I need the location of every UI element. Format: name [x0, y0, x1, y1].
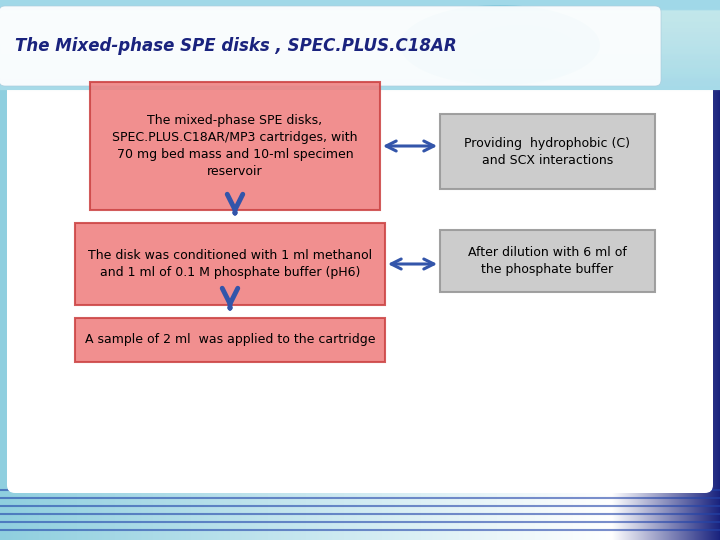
FancyBboxPatch shape	[7, 17, 713, 493]
Text: The mixed-phase SPE disks,
SPEC.PLUS.C18AR/MP3 cartridges, with
70 mg bed mass a: The mixed-phase SPE disks, SPEC.PLUS.C18…	[112, 114, 358, 178]
Text: After dilution with 6 ml of
the phosphate buffer: After dilution with 6 ml of the phosphat…	[468, 246, 627, 276]
Ellipse shape	[460, 25, 580, 85]
Text: A sample of 2 ml  was applied to the cartridge: A sample of 2 ml was applied to the cart…	[85, 334, 375, 347]
FancyBboxPatch shape	[0, 6, 661, 86]
Ellipse shape	[400, 5, 600, 85]
FancyBboxPatch shape	[440, 230, 655, 292]
FancyBboxPatch shape	[90, 82, 380, 210]
FancyBboxPatch shape	[75, 318, 385, 362]
FancyBboxPatch shape	[75, 223, 385, 305]
FancyBboxPatch shape	[0, 0, 720, 90]
FancyBboxPatch shape	[440, 114, 655, 189]
Text: The Mixed-phase SPE disks , SPEC.PLUS.C18AR: The Mixed-phase SPE disks , SPEC.PLUS.C1…	[15, 37, 456, 55]
Text: The disk was conditioned with 1 ml methanol
and 1 ml of 0.1 M phosphate buffer (: The disk was conditioned with 1 ml metha…	[88, 249, 372, 279]
Text: Providing  hydrophobic (C)
and SCX interactions: Providing hydrophobic (C) and SCX intera…	[464, 137, 631, 166]
